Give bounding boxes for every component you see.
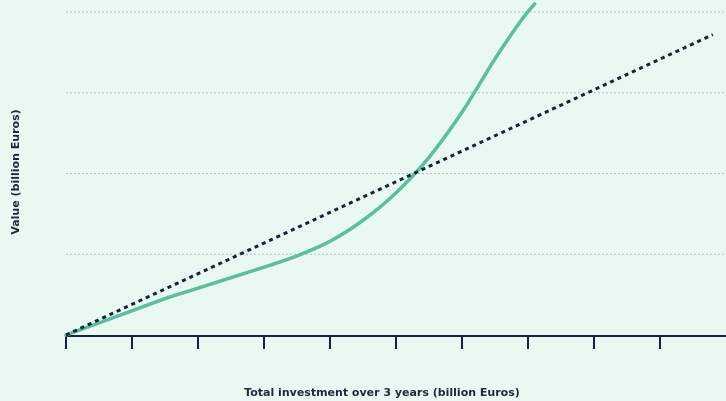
y-axis-title: Value (billion Euros) xyxy=(9,109,22,234)
x-axis xyxy=(65,335,726,349)
solid-series-line xyxy=(64,2,537,337)
series xyxy=(64,2,714,337)
x-axis-title: Total investment over 3 years (billion E… xyxy=(244,386,520,399)
dotted-series-line xyxy=(65,33,714,337)
gridlines xyxy=(66,11,726,255)
